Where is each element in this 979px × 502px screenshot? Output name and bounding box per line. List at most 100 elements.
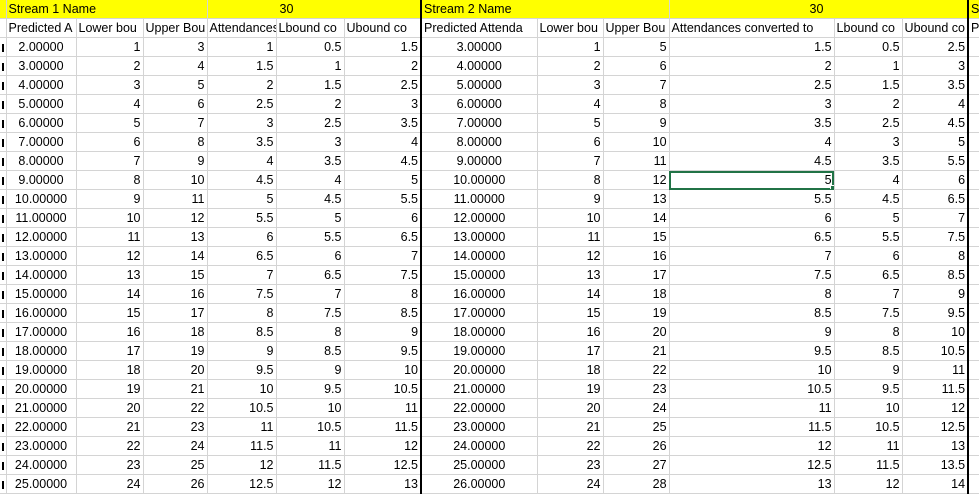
stream2-upper-bound-cell[interactable]: 7 [603,75,670,96]
stream2-lbound-cell[interactable]: 2.5 [834,113,903,134]
stream2-attendances-cell[interactable]: 11.5 [669,417,835,438]
stream1-predicted-cell[interactable]: 16.00000 [6,303,77,324]
stream2-lower-bound-cell[interactable]: 18 [537,360,604,381]
stream2-lbound-cell[interactable]: 9 [834,360,903,381]
stream3-header-predicted[interactable]: Pre [967,18,979,39]
stream3-predicted-cell[interactable] [967,398,979,419]
stream1-ubound-cell[interactable]: 9.5 [344,341,422,362]
stream1-lower-bound-cell[interactable]: 6 [76,132,144,153]
stream2-ubound-cell[interactable]: 11.5 [902,379,969,400]
stream2-lower-bound-cell[interactable]: 14 [537,284,604,305]
stream1-ubound-cell[interactable]: 12.5 [344,455,422,476]
stream1-attendances-cell[interactable]: 7 [207,265,277,286]
stream2-attendances-cell[interactable]: 6.5 [669,227,835,248]
stream2-lbound-cell[interactable]: 5 [834,208,903,229]
edge-cell[interactable] [0,436,7,457]
stream1-ubound-cell[interactable]: 3.5 [344,113,422,134]
stream1-ubound-cell[interactable]: 2 [344,56,422,77]
stream1-lbound-cell[interactable]: 4.5 [276,189,345,210]
stream1-ubound-cell[interactable]: 5.5 [344,189,422,210]
stream2-predicted-cell[interactable]: 21.00000 [420,379,538,400]
stream1-lower-bound-cell[interactable]: 8 [76,170,144,191]
stream1-ubound-cell[interactable]: 4 [344,132,422,153]
stream1-lbound-cell[interactable]: 7 [276,284,345,305]
stream1-predicted-cell[interactable]: 14.00000 [6,265,77,286]
stream2-lbound-cell[interactable]: 3.5 [834,151,903,172]
stream2-lower-bound-cell[interactable]: 15 [537,303,604,324]
stream1-lbound-cell[interactable]: 10 [276,398,345,419]
stream1-lower-bound-cell[interactable]: 23 [76,455,144,476]
stream1-predicted-cell[interactable]: 11.00000 [6,208,77,229]
edge-cell[interactable] [0,18,7,39]
stream2-predicted-cell[interactable]: 11.00000 [420,189,538,210]
stream2-lower-bound-cell[interactable]: 11 [537,227,604,248]
stream2-predicted-cell[interactable]: 18.00000 [420,322,538,343]
stream3-predicted-cell[interactable] [967,56,979,77]
stream1-upper-bound-cell[interactable]: 12 [143,208,208,229]
stream2-ubound-cell[interactable]: 5.5 [902,151,969,172]
stream1-lbound-cell[interactable]: 3 [276,132,345,153]
stream2-upper-bound-cell[interactable]: 11 [603,151,670,172]
stream2-predicted-cell[interactable]: 10.00000 [420,170,538,191]
stream1-upper-bound-cell[interactable]: 22 [143,398,208,419]
stream2-lbound-cell[interactable]: 3 [834,132,903,153]
stream2-lbound-cell[interactable]: 1.5 [834,75,903,96]
stream2-upper-bound-cell[interactable]: 13 [603,189,670,210]
stream2-header-lower-bound[interactable]: Lower bou [537,18,604,39]
stream1-lower-bound-cell[interactable]: 19 [76,379,144,400]
stream3-predicted-cell[interactable] [967,436,979,457]
stream1-predicted-cell[interactable]: 3.00000 [6,56,77,77]
stream1-predicted-cell[interactable]: 8.00000 [6,151,77,172]
stream2-attendances-cell[interactable]: 2 [669,56,835,77]
stream3-predicted-cell[interactable] [967,417,979,438]
stream1-predicted-cell[interactable]: 10.00000 [6,189,77,210]
stream1-lower-bound-cell[interactable]: 20 [76,398,144,419]
stream2-lbound-cell[interactable]: 7 [834,284,903,305]
stream2-predicted-cell[interactable]: 8.00000 [420,132,538,153]
stream2-upper-bound-cell[interactable]: 10 [603,132,670,153]
stream1-predicted-cell[interactable]: 15.00000 [6,284,77,305]
stream2-lbound-cell[interactable]: 2 [834,94,903,115]
stream3-predicted-cell[interactable] [967,151,979,172]
stream2-upper-bound-cell[interactable]: 15 [603,227,670,248]
stream1-attendances-cell[interactable]: 8.5 [207,322,277,343]
stream1-upper-bound-cell[interactable]: 17 [143,303,208,324]
stream1-header-attendances[interactable]: Attendances c [207,18,277,39]
edge-cell[interactable] [0,360,7,381]
edge-cell[interactable] [0,265,7,286]
stream2-lower-bound-cell[interactable]: 17 [537,341,604,362]
stream1-lower-bound-cell[interactable]: 7 [76,151,144,172]
stream1-upper-bound-cell[interactable]: 19 [143,341,208,362]
stream1-lower-bound-cell[interactable]: 17 [76,341,144,362]
stream2-ubound-cell[interactable]: 13.5 [902,455,969,476]
stream1-lbound-cell[interactable]: 1.5 [276,75,345,96]
stream2-predicted-cell[interactable]: 13.00000 [420,227,538,248]
stream2-upper-bound-cell[interactable]: 25 [603,417,670,438]
stream1-ubound-cell[interactable]: 6.5 [344,227,422,248]
stream2-ubound-cell[interactable]: 6 [902,170,969,191]
stream2-attendances-cell[interactable]: 6 [669,208,835,229]
stream1-upper-bound-cell[interactable]: 11 [143,189,208,210]
stream2-ubound-cell[interactable]: 10 [902,322,969,343]
stream1-attendances-cell[interactable]: 3 [207,113,277,134]
stream1-header-predicted[interactable]: Predicted A [6,18,77,39]
stream2-header-attendances[interactable]: Attendances converted to [669,18,835,39]
stream2-predicted-cell[interactable]: 23.00000 [420,417,538,438]
stream2-lower-bound-cell[interactable]: 12 [537,246,604,267]
stream1-attendances-cell[interactable]: 9.5 [207,360,277,381]
stream2-attendances-cell[interactable]: 12.5 [669,455,835,476]
stream1-attendances-cell[interactable]: 12 [207,455,277,476]
fill-handle[interactable] [829,185,834,189]
stream1-upper-bound-cell[interactable]: 16 [143,284,208,305]
stream1-attendances-cell[interactable]: 2.5 [207,94,277,115]
stream1-upper-bound-cell[interactable]: 13 [143,227,208,248]
stream1-predicted-cell[interactable]: 4.00000 [6,75,77,96]
stream1-predicted-cell[interactable]: 13.00000 [6,246,77,267]
stream2-upper-bound-cell[interactable]: 20 [603,322,670,343]
stream2-ubound-cell[interactable]: 7.5 [902,227,969,248]
stream1-name-value[interactable]: 30 [207,0,422,20]
stream2-attendances-cell[interactable]: 10 [669,360,835,381]
stream2-ubound-cell[interactable]: 5 [902,132,969,153]
stream1-predicted-cell[interactable]: 25.00000 [6,474,77,495]
stream2-lower-bound-cell[interactable]: 7 [537,151,604,172]
